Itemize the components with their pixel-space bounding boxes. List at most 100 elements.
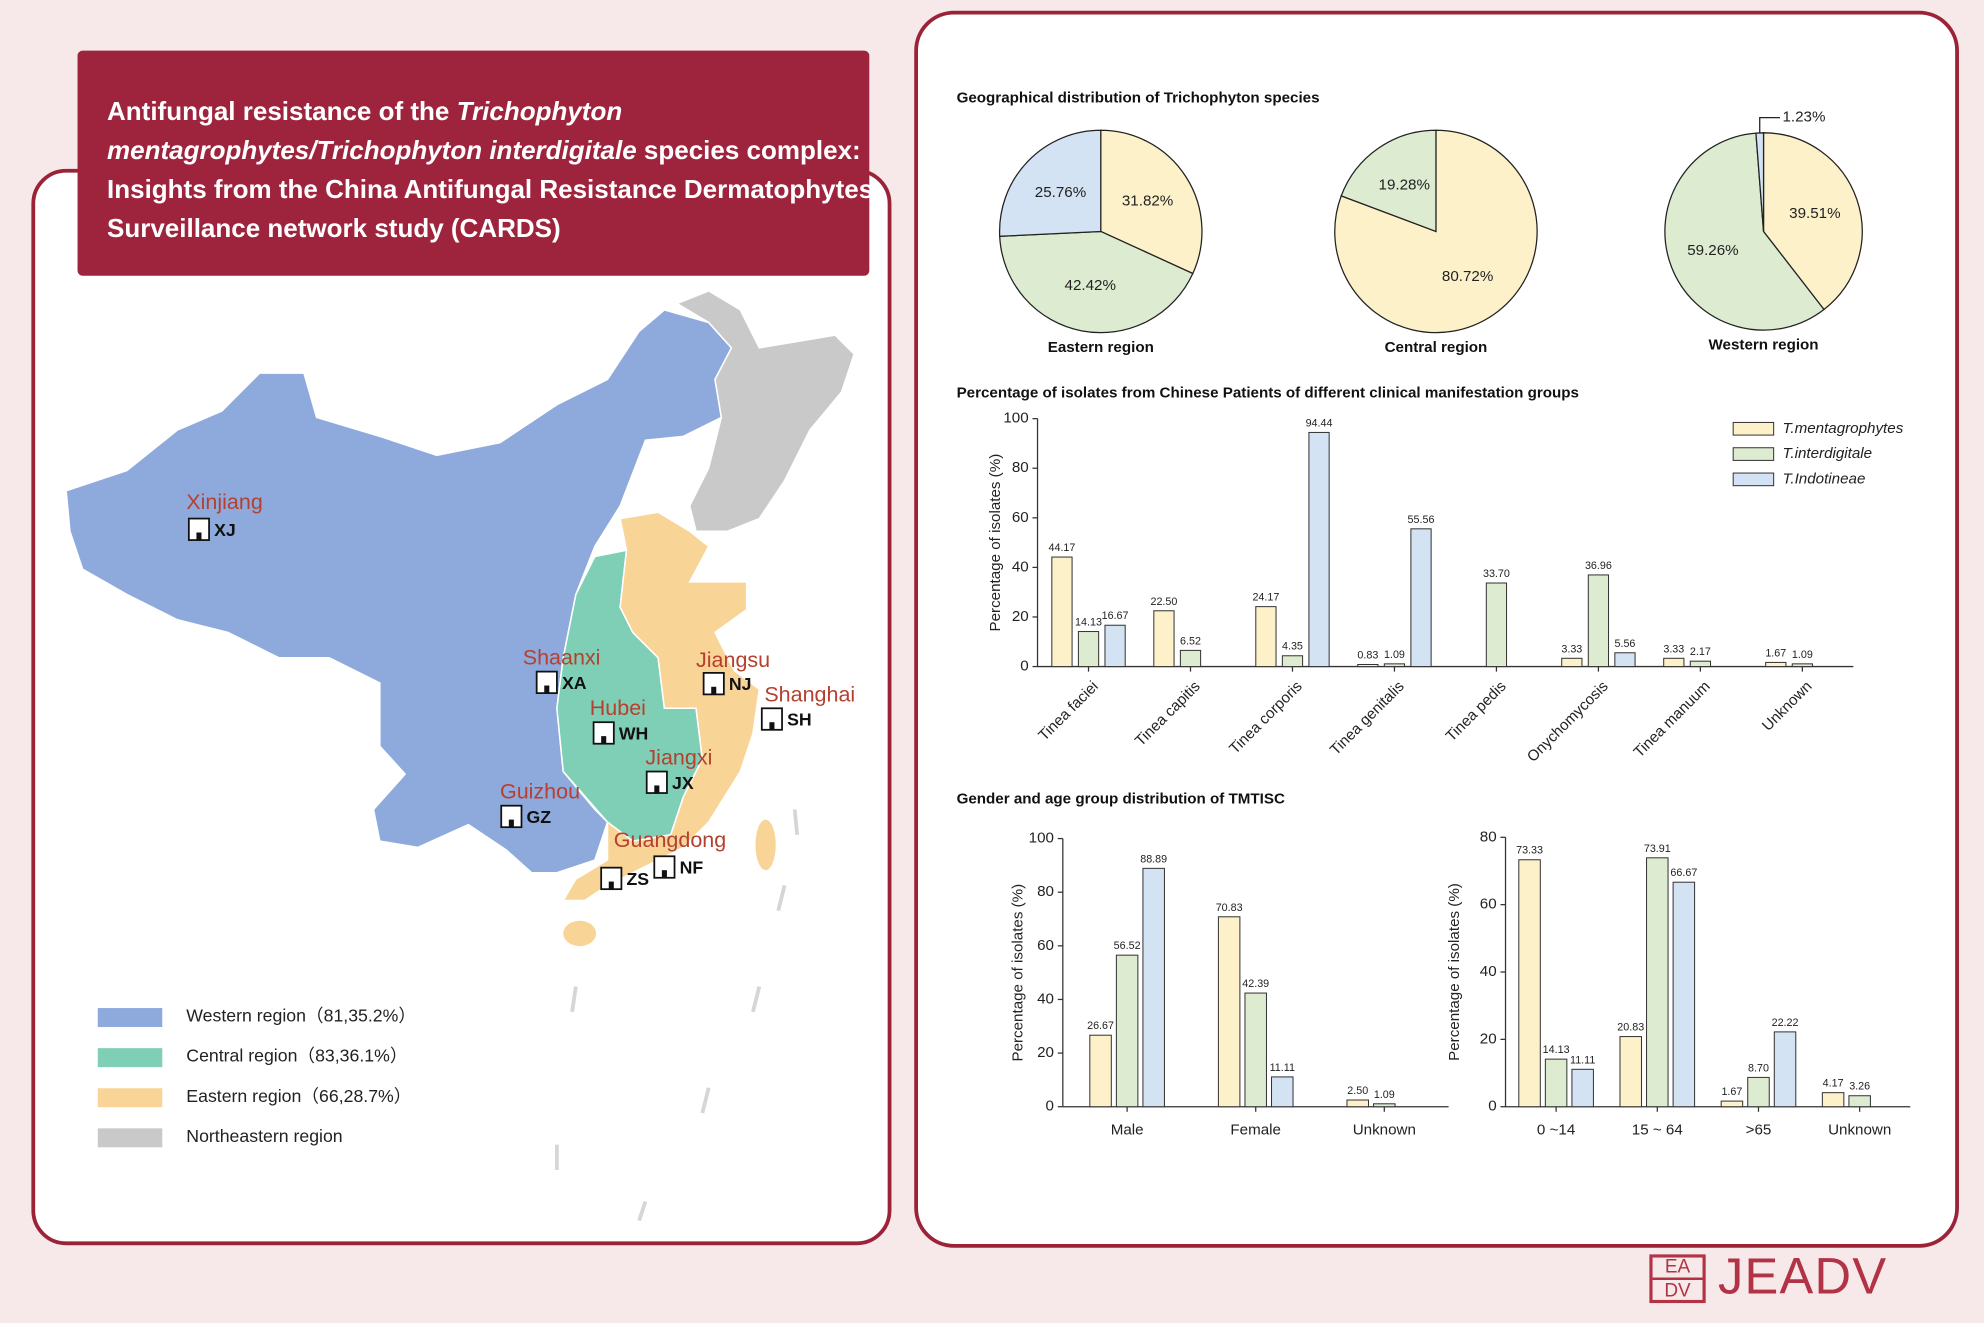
site-region: Shaanxi [523,646,601,670]
bar-value-label: 2.50 [1347,1085,1368,1097]
hospital-icon-door [654,785,660,794]
bar-value-label: 14.13 [1075,617,1102,629]
bar-value-label: 1.67 [1765,647,1786,659]
bar [1217,916,1241,1108]
x-tick-label: Unknown [1353,1122,1416,1139]
site-code: XJ [214,520,236,540]
bar-value-label: 55.56 [1408,514,1435,526]
map-region [675,290,856,532]
bar [1142,867,1165,1108]
map-island [755,819,776,871]
legend-label: Northeastern region [186,1126,342,1146]
site-code: NJ [729,674,752,694]
bar [1518,859,1541,1108]
legend-label: T.Indotineae [1783,470,1866,487]
bar [1619,1036,1642,1108]
bar-value-label: 11.11 [1270,1062,1295,1074]
bar-value-label: 4.35 [1282,641,1303,653]
legend-swatch [97,1008,163,1028]
bar [1821,1092,1845,1108]
bar-value-label: 33.70 [1483,568,1510,580]
bar-value-label: 42.39 [1242,978,1269,990]
pie-slice [999,230,1194,334]
y-axis-label: Percentage of isolates (%) [1446,883,1463,1061]
y-tick-label: 40 [1012,558,1029,575]
y-tick-label: 40 [1037,990,1054,1007]
site-region: Shanghai [764,682,855,706]
x-tick-label: Unknown [1828,1122,1891,1139]
pie-label: 59.26% [1687,242,1738,259]
bar [1646,857,1669,1108]
hospital-icon-door [711,686,717,695]
pie-slice [1100,129,1203,275]
bar-value-label: 36.96 [1585,560,1612,572]
legend-swatch [97,1128,163,1148]
title-italic-part: Trichophyton mentagrophytes/Trichophyton… [107,96,637,165]
bar [1308,431,1330,668]
bar [1689,660,1712,668]
map [65,290,856,947]
bar-value-label: 44.17 [1049,542,1076,554]
panel-title: Gender and age group distribution of TMT… [957,790,1285,807]
logo: EA DV JEADV [1649,1247,1887,1304]
site-code: NF [680,858,704,878]
x-tick-label: 15 ~ 64 [1632,1122,1683,1139]
pie-label: 1.23% [1782,109,1825,126]
title-box [77,50,870,276]
site-code: ZS [626,869,649,889]
legend-swatch [1732,421,1775,436]
bar-value-label: 0.83 [1357,649,1378,661]
bar [1747,1076,1770,1108]
legend-label: T.interdigitale [1783,445,1873,462]
bar-value-label: 26.67 [1087,1020,1114,1032]
pie-title: Eastern region [1048,339,1154,356]
pie-slice [1762,132,1863,311]
x-tick-label: Male [1111,1122,1144,1139]
pie-slice [1664,132,1825,331]
bar [1115,954,1139,1108]
bar [1271,1076,1294,1108]
bar [1089,1034,1112,1108]
y-tick-label: 0 [1020,658,1028,675]
pie-label: 19.28% [1379,177,1430,194]
site-code: WH [619,724,648,744]
bar-value-label: 24.17 [1252,592,1279,604]
pie-slice [1755,132,1765,232]
bar-value-label: 11.11 [1570,1054,1595,1066]
bar [1485,582,1508,668]
bar-value-label: 94.44 [1306,417,1333,429]
pie-label: 25.76% [1035,184,1086,201]
bar [1848,1095,1871,1108]
bar-value-label: 8.70 [1748,1062,1769,1074]
x-tick-label: Female [1230,1122,1281,1139]
logo-name: JEADV [1718,1247,1887,1304]
bar [1179,649,1202,668]
bar [1373,1103,1396,1108]
bar [1383,663,1406,668]
site-region: Jiangsu [696,648,770,672]
bar [1153,610,1175,668]
y-tick-label: 60 [1480,896,1497,913]
y-tick-label: 100 [1003,410,1028,427]
bar-value-label: 1.09 [1384,649,1405,661]
y-tick-label: 20 [1037,1044,1054,1061]
bar [1051,556,1073,668]
x-tick-label: >65 [1746,1122,1772,1139]
bar-value-label: 1.09 [1374,1089,1395,1101]
y-tick-label: 80 [1480,828,1497,845]
bar-value-label: 3.33 [1663,643,1684,655]
bar [1077,631,1100,668]
y-tick-label: 60 [1012,509,1029,526]
bar [1255,606,1277,668]
bar-value-label: 70.83 [1216,902,1243,914]
y-tick-label: 80 [1012,459,1029,476]
bar [1672,881,1696,1108]
y-tick-label: 40 [1480,963,1497,980]
bar-value-label: 1.67 [1721,1086,1742,1098]
hospital-icon-door [661,870,667,878]
bar-value-label: 6.52 [1180,635,1201,647]
legend-label: T.mentagrophytes [1783,420,1904,437]
pie-label: 31.82% [1122,192,1173,209]
bar [1244,992,1267,1108]
y-tick-label: 20 [1012,608,1029,625]
